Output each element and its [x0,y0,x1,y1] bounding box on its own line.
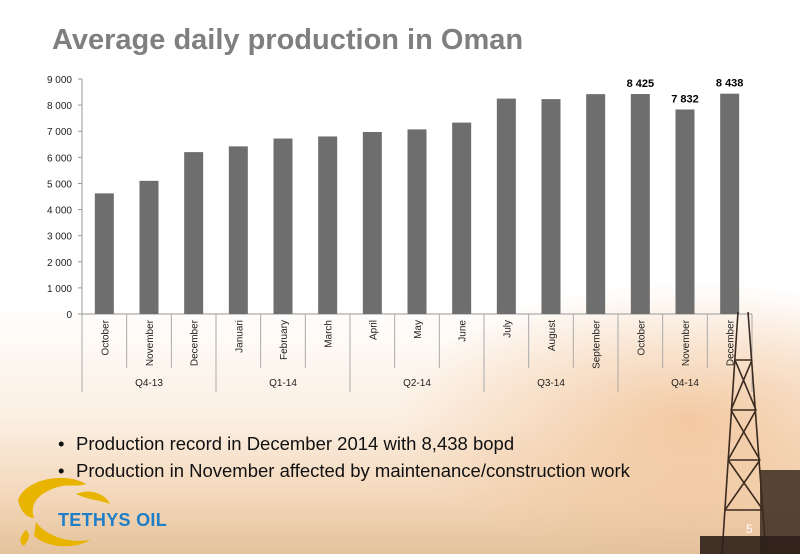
data-label: 8 438 [716,78,744,90]
group-label: Q1-14 [269,378,297,389]
bar [273,138,293,314]
bar [228,146,248,314]
bar [139,180,159,314]
x-tick-label: Januari [234,320,245,353]
y-tick-label: 1 000 [47,284,72,295]
bullet-item: Production in November affected by maint… [58,459,630,483]
page-number: 5 [746,522,753,536]
group-label: Q2-14 [403,378,431,389]
x-tick-label: November [681,319,692,366]
bar [94,193,114,314]
data-label: 7 832 [671,93,699,105]
bar [184,152,204,314]
x-tick-label: April [368,320,379,340]
bar [630,94,650,314]
x-tick-label: February [279,320,290,360]
y-tick-label: 5 000 [47,179,72,190]
bar [407,129,427,314]
x-tick-label: December [726,319,737,366]
bar [496,98,516,314]
y-tick-label: 6 000 [47,153,72,164]
group-label: Q4-13 [135,378,163,389]
bar [586,94,606,315]
y-tick-label: 0 [66,310,72,321]
x-tick-label: August [547,320,558,351]
x-tick-label: December [190,319,201,366]
oil-rig-image [700,311,800,554]
logo-text: TETHYS OIL [58,510,168,530]
data-label: 8 425 [627,78,655,90]
bar [541,99,561,314]
x-tick-label: October [636,319,647,355]
page-title: Average daily production in Oman [52,24,524,56]
x-tick-label: May [413,320,424,339]
x-tick-label: June [458,320,469,342]
bullet-list: Production record in December 2014 with … [58,432,630,486]
tethys-oil-logo [18,477,110,547]
bullet-item: Production record in December 2014 with … [58,432,630,456]
y-tick-label: 8 000 [47,101,72,112]
bar [318,136,338,314]
y-tick-label: 9 000 [47,75,72,86]
bar [675,109,695,315]
bar [452,122,472,314]
x-tick-label: September [592,319,603,369]
y-tick-label: 7 000 [47,127,72,138]
x-tick-label: October [100,319,111,355]
x-tick-label: March [324,320,335,348]
bar [720,93,740,315]
group-label: Q3-14 [537,378,565,389]
bar [362,132,382,314]
y-tick-label: 4 000 [47,206,72,217]
y-tick-label: 2 000 [47,258,72,269]
group-label: Q4-14 [671,378,699,389]
x-tick-label: July [502,320,513,338]
y-tick-label: 3 000 [47,232,72,243]
x-tick-label: November [145,319,156,366]
